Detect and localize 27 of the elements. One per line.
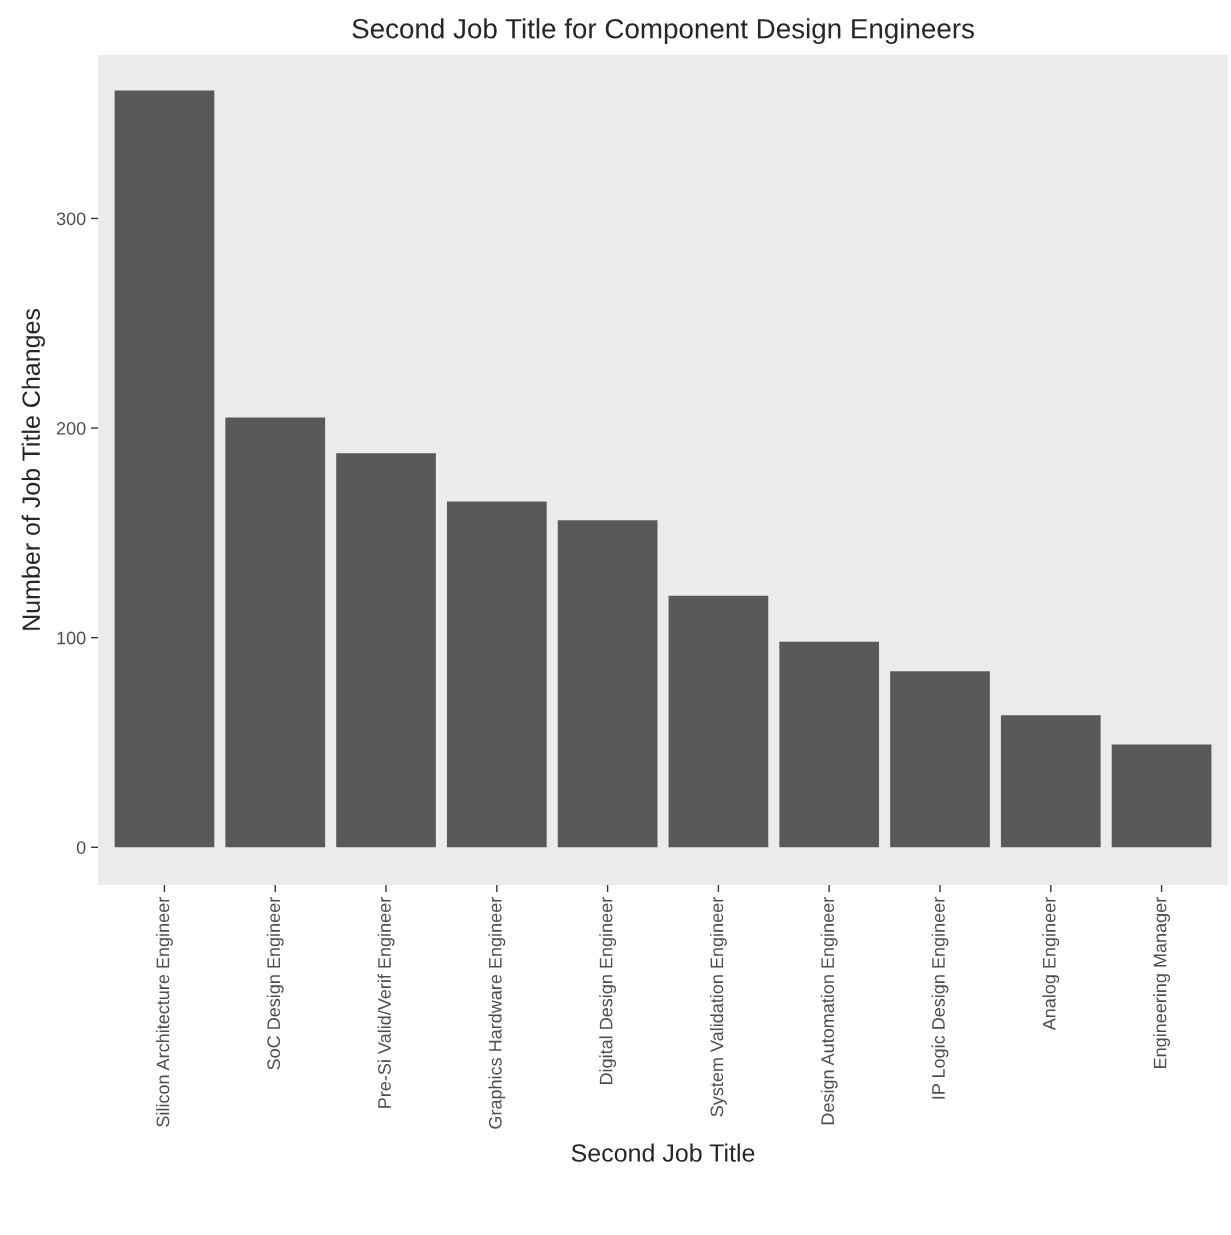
- x-tick-label: Design Automation Engineer: [820, 897, 838, 1125]
- x-tick-label: SoC Design Engineer: [266, 897, 284, 1070]
- chart-title: Second Job Title for Component Design Engineers: [352, 18, 974, 45]
- bar: [1111, 744, 1212, 848]
- bar: [446, 501, 547, 848]
- bar: [1000, 715, 1101, 848]
- y-tick-label: 100: [57, 631, 86, 645]
- bar: [114, 90, 215, 848]
- bar: [779, 641, 880, 848]
- bar: [336, 453, 436, 848]
- x-tick-label: Engineering Manager: [1153, 897, 1170, 1068]
- x-tick-label: Graphics Hardware Engineer: [488, 897, 506, 1129]
- bar: [890, 671, 990, 848]
- y-tick-label: 0: [76, 841, 86, 854]
- x-tick-label: Silicon Architecture Engineer: [156, 897, 173, 1127]
- x-tick-label: System Validation Engineer: [710, 897, 727, 1117]
- bar: [668, 595, 769, 848]
- x-tick-label: Digital Design Engineer: [599, 897, 617, 1084]
- x-tick-label: IP Logic Design Engineer: [931, 897, 949, 1099]
- x-tick-label: Analog Engineer: [1042, 897, 1060, 1031]
- x-tick-label: Pre-Si Valid/Verif Engineer: [377, 897, 395, 1108]
- y-tick-label: 300: [56, 212, 86, 226]
- bar: [557, 520, 658, 848]
- y-tick-label: 200: [56, 421, 86, 435]
- y-axis-title: Number of Job Title Changes: [21, 308, 45, 630]
- bar: [225, 417, 326, 848]
- x-axis-title: Second Job Title: [571, 1143, 755, 1162]
